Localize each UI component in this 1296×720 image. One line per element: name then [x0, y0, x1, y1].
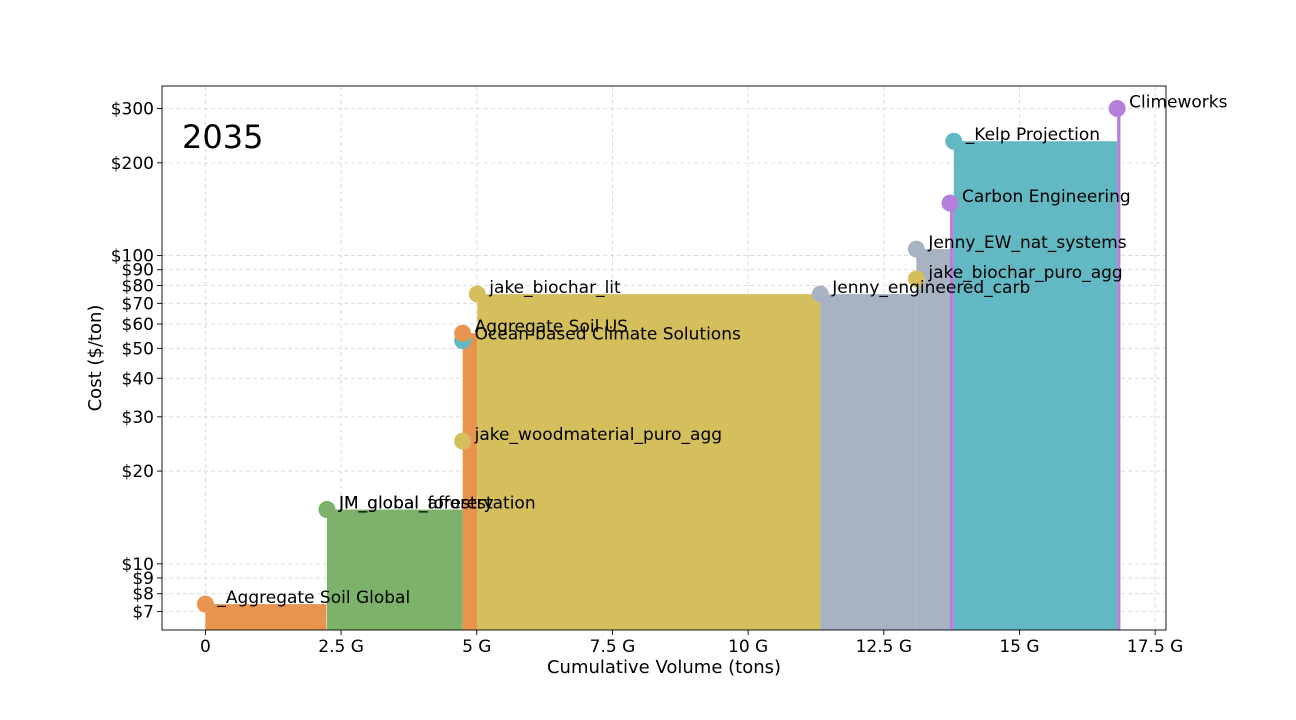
cost-marker	[907, 240, 925, 258]
cost-marker	[318, 501, 336, 519]
cost-marker	[941, 194, 959, 212]
y-tick-label: $7	[132, 603, 154, 623]
series-label: Ocean-based Climate Solutions	[475, 325, 741, 345]
series-label: jake_woodmaterial_puro_agg	[474, 425, 722, 445]
series-label: Aggregate Soil US	[475, 317, 628, 337]
y-tick-label: $200	[111, 154, 154, 174]
y-tick-label: $40	[122, 369, 154, 389]
cost-step-bar	[477, 294, 821, 630]
cost-step-bar	[1117, 108, 1121, 631]
cost-markers	[196, 100, 1126, 613]
x-tick-label: 2.5 G	[318, 637, 364, 657]
x-tick-label: 15 G	[999, 637, 1039, 657]
cost-steps	[205, 108, 1121, 631]
x-axis-label: Cumulative Volume (tons)	[547, 657, 781, 678]
cost-step-bar	[205, 604, 327, 630]
series-label: jake_biochar_puro_agg	[927, 263, 1122, 283]
x-tick-label: 12.5 G	[856, 637, 912, 657]
x-tick-label: 7.5 G	[590, 637, 636, 657]
cost-marker	[454, 324, 472, 342]
x-tick-label: 5 G	[462, 637, 491, 657]
y-tick-label: $10	[122, 555, 154, 575]
cost-marker	[1108, 100, 1126, 118]
series-label: _Kelp Projection	[965, 125, 1100, 145]
cost-step-bar	[953, 141, 1118, 630]
x-tick-label: 10 G	[728, 637, 768, 657]
y-tick-label: $30	[122, 408, 154, 428]
plot-frame	[161, 85, 1167, 631]
y-axis-label: Cost ($/ton)	[85, 305, 106, 412]
y-axis-ticks: $7$8$9$10 $20 $30 $40 $50 $60$70$80$90$100 $20…	[111, 100, 162, 623]
cost-marker	[907, 270, 925, 288]
x-axis-ticks: 0 2.5 G 5 G 7.5 G 10 G 12.5 G 15 G 17.5 G	[200, 630, 1183, 657]
cost-marker	[468, 285, 486, 303]
cost-marker	[454, 432, 472, 450]
series-label: Carbon Engineering	[962, 187, 1131, 207]
cost-step-bar	[916, 249, 951, 630]
y-tick-label: $50	[122, 339, 154, 359]
cost-marker	[196, 595, 214, 613]
cost-step-bar	[820, 294, 917, 630]
series-label: JM_global_afforestation	[338, 494, 536, 514]
cost-step-bar	[326, 509, 463, 630]
y-tick-label: $90	[122, 261, 154, 281]
series-label: jake_biochar_lit	[488, 278, 621, 298]
y-tick-label: $300	[111, 100, 154, 120]
cost-marker	[811, 285, 829, 303]
y-tick-label: $9	[132, 569, 154, 589]
y-tick-label: $100	[111, 247, 154, 267]
y-tick-label: $60	[122, 315, 154, 335]
y-tick-label: $70	[122, 294, 154, 314]
series-label: JM_global_forestry	[338, 494, 494, 514]
series-label: _Aggregate Soil Global	[216, 588, 410, 608]
x-tick-label: 17.5 G	[1127, 637, 1183, 657]
cost-step-bar	[950, 203, 954, 630]
series-label: Climeworks	[1129, 93, 1227, 113]
y-tick-label: $20	[122, 462, 154, 482]
series-label: Jenny_EW_nat_systems	[927, 233, 1126, 253]
cost-marker	[945, 132, 963, 150]
marker-labels: _Aggregate Soil Global JM_global_afforest…	[216, 93, 1227, 609]
series-label: Jenny_engineered_carb	[831, 278, 1030, 298]
x-tick-label: 0	[200, 637, 211, 657]
y-tick-label: $8	[132, 585, 154, 605]
y-tick-label: $80	[122, 276, 154, 296]
panel-year-label: 2035	[182, 118, 263, 156]
cost-step-bar	[462, 333, 478, 630]
